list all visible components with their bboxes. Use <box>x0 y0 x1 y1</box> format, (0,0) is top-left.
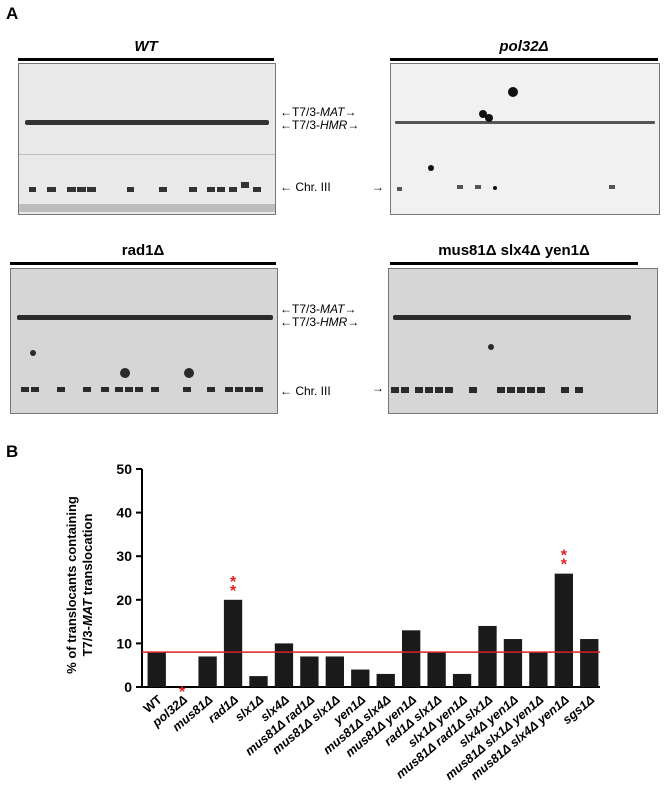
label-text: T7/3- <box>292 302 321 316</box>
gel-image-pol32 <box>390 63 660 215</box>
arrow-right-icon: → <box>344 302 357 316</box>
bar-chart: % of translocants containing T7/3-MAT tr… <box>64 461 600 783</box>
bar <box>325 656 344 687</box>
bar <box>478 625 497 687</box>
bar <box>427 652 446 687</box>
bar <box>503 639 523 687</box>
x-tick-label: slx1Δ <box>232 693 266 725</box>
label-text-italic: HMR <box>320 118 348 132</box>
label-hmr-bottom: ←T7/3-HMR→ <box>280 315 359 329</box>
arrow-left-icon: ← <box>280 384 292 398</box>
label-chr-bottom: ← Chr. III <box>280 384 331 398</box>
significance-star: * <box>561 548 568 565</box>
arrow-right-icon: → <box>344 105 357 119</box>
gel-title-rad1: rad1Δ <box>10 242 276 259</box>
arrow-right-icon: → <box>347 118 360 132</box>
bar <box>198 656 217 687</box>
gel-title-underline <box>18 58 274 61</box>
arrow-right-icon: → <box>347 315 360 329</box>
arrow-right-icon: → <box>372 180 384 194</box>
gel-bands-rad1 <box>17 315 273 392</box>
bar <box>452 673 472 687</box>
y-axis-label: % of translocants containing T7/3-MAT tr… <box>64 496 95 674</box>
bar <box>376 673 395 687</box>
bar <box>147 652 166 687</box>
gel-image-wt <box>18 63 276 215</box>
label-text: Chr. III <box>295 384 331 398</box>
significance-markers: ***** <box>179 548 568 701</box>
bar <box>580 639 599 687</box>
label-hmr-top: ←T7/3-HMR→ <box>280 118 359 132</box>
label-text: Chr. III <box>295 180 331 194</box>
gel-image-mus81slx4yen1 <box>388 268 658 414</box>
y-tick-label: 50 <box>116 461 132 477</box>
gel-title-underline <box>390 58 658 61</box>
y-tick-label: 10 <box>116 635 132 651</box>
label-text: T7/3- <box>292 105 321 119</box>
gel-title-pol32: pol32Δ <box>499 38 549 55</box>
gel-bands-pol32 <box>395 87 655 191</box>
bar <box>300 656 319 687</box>
arrow-left-icon: ← <box>280 315 292 329</box>
y-tick-label: 20 <box>116 592 132 608</box>
y-tick-label: 0 <box>124 679 132 695</box>
panel-b-letter: B <box>6 442 19 461</box>
bar <box>223 599 243 687</box>
arrow-left-icon: ← <box>280 180 292 194</box>
label-chr-top-left: ← Chr. III <box>280 180 331 194</box>
label-mat-bottom: ←T7/3-MAT→ <box>280 302 356 316</box>
chart-bars <box>147 573 599 687</box>
gel-title-underline <box>390 262 638 265</box>
bar <box>249 676 268 687</box>
bar <box>402 630 421 687</box>
bar <box>529 652 548 687</box>
gel-image-rad1 <box>10 268 278 414</box>
label-text-italic: MAT <box>320 105 345 119</box>
y-tick-label: 40 <box>116 505 132 521</box>
y-axis-label-line1: % of translocants containing <box>64 496 79 674</box>
label-text-italic: MAT <box>320 302 345 316</box>
label-text: T7/3- <box>292 315 321 329</box>
label-text-italic: HMR <box>320 315 348 329</box>
gel-title-rad1-text: rad1Δ <box>121 242 165 259</box>
significance-star: * <box>179 684 186 701</box>
label-text: T7/3- <box>292 118 321 132</box>
y-tick-label: 30 <box>116 548 132 564</box>
gel-title-mus81slx4yen1: mus81Δ slx4Δ yen1Δ <box>438 242 590 259</box>
label-mat-top: ←T7/3-MAT→ <box>280 105 356 119</box>
bar <box>554 573 573 687</box>
arrow-right-icon: → <box>372 381 384 395</box>
bar <box>351 669 370 687</box>
arrow-left-icon: ← <box>280 118 292 132</box>
significance-star: * <box>230 574 237 591</box>
arrow-left-icon: ← <box>280 105 292 119</box>
significance-star: * <box>561 557 568 574</box>
gel-bands-mus81slx4yen1 <box>391 315 631 393</box>
gel-title-wt: WT <box>134 38 158 55</box>
chart-axes: 0 10 20 30 40 50 <box>116 461 600 695</box>
gel-title-underline <box>10 262 276 265</box>
gel-bands-wt <box>19 120 275 212</box>
arrow-left-icon: ← <box>280 302 292 316</box>
y-axis-label-line2: T7/3-MAT translocation <box>80 514 95 657</box>
significance-star: * <box>230 583 237 600</box>
bar <box>274 643 294 687</box>
panel-a-letter: A <box>6 4 19 23</box>
